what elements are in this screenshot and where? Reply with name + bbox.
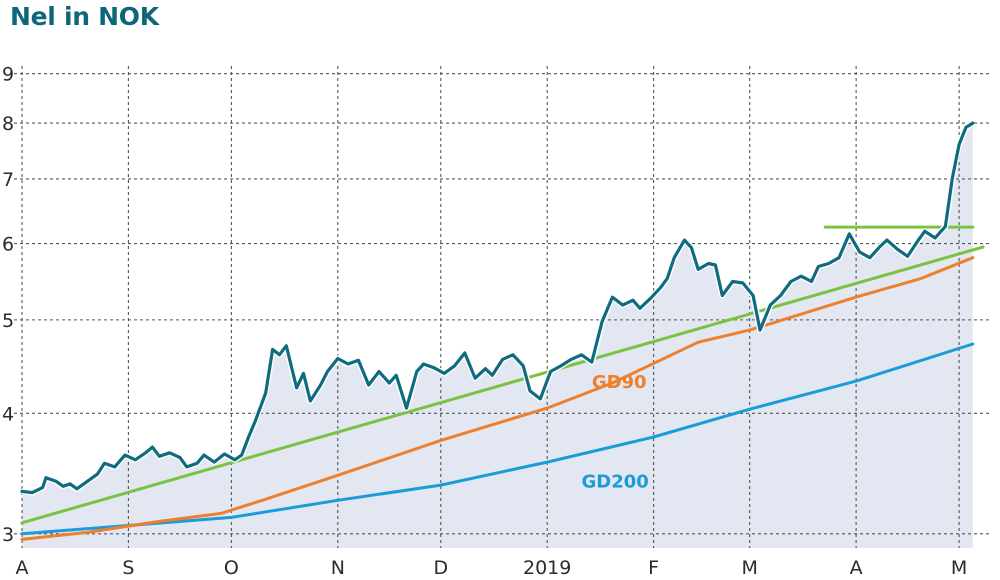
y-tick-label: 9 [2, 64, 14, 86]
gd200-line [20, 342, 975, 536]
price-area-fill [22, 123, 973, 548]
gd200-label: GD200 [582, 472, 649, 493]
price-area [22, 123, 973, 548]
x-tick-label: A [16, 557, 29, 579]
x-tick-label: 2019 [523, 557, 571, 579]
x-tick-label: A [850, 557, 863, 579]
y-tick-label: 7 [2, 169, 14, 191]
y-tick-label: 5 [2, 310, 14, 332]
chart-title: Nel in NOK [10, 2, 159, 31]
x-tick-label: D [433, 557, 448, 579]
x-tick-label: O [224, 557, 239, 579]
gd90-line [20, 256, 975, 541]
y-tick-label: 4 [2, 403, 14, 425]
x-tick-label: F [648, 557, 659, 579]
x-tick-label: M [951, 557, 967, 579]
x-tick-label: S [122, 557, 134, 579]
gd90-label: GD90 [592, 372, 647, 393]
price-line [20, 121, 975, 495]
trendline-line [20, 245, 985, 525]
y-axis-ticks: 3 4 5 6 7 8 9 [2, 64, 14, 546]
y-tick-label: 8 [2, 113, 14, 135]
series-labels: GD90 GD200 [582, 372, 649, 493]
x-tick-label: M [742, 557, 758, 579]
x-axis-ticks: A S O N D 2019 F M A M [16, 557, 968, 579]
y-tick-label: 6 [2, 234, 14, 256]
series-lines [20, 120, 985, 541]
y-tick-label: 3 [2, 524, 14, 546]
x-tick-label: N [331, 557, 345, 579]
